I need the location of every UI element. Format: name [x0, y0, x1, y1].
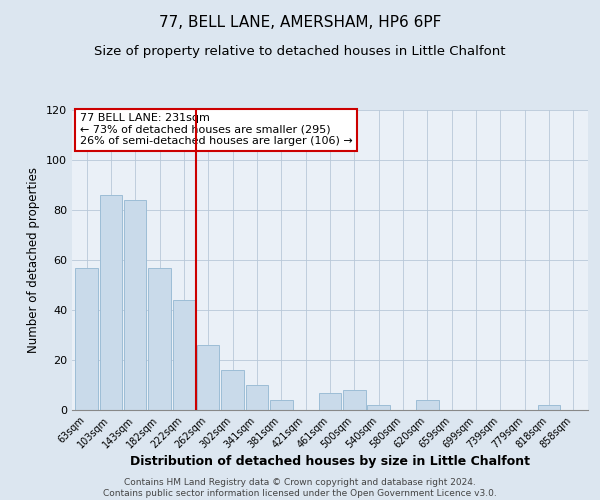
Bar	[246, 385, 268, 410]
Bar	[319, 392, 341, 410]
Bar	[197, 345, 220, 410]
Bar	[76, 268, 98, 410]
Text: 77 BELL LANE: 231sqm
← 73% of detached houses are smaller (295)
26% of semi-deta: 77 BELL LANE: 231sqm ← 73% of detached h…	[80, 113, 352, 146]
Bar	[173, 300, 195, 410]
Bar	[367, 405, 390, 410]
Y-axis label: Number of detached properties: Number of detached properties	[28, 167, 40, 353]
Bar	[124, 200, 146, 410]
Bar	[270, 400, 293, 410]
Text: 77, BELL LANE, AMERSHAM, HP6 6PF: 77, BELL LANE, AMERSHAM, HP6 6PF	[159, 15, 441, 30]
Bar	[100, 195, 122, 410]
Bar	[221, 370, 244, 410]
Text: Size of property relative to detached houses in Little Chalfont: Size of property relative to detached ho…	[94, 45, 506, 58]
Bar	[343, 390, 365, 410]
Bar	[148, 268, 171, 410]
Text: Contains HM Land Registry data © Crown copyright and database right 2024.
Contai: Contains HM Land Registry data © Crown c…	[103, 478, 497, 498]
Bar	[416, 400, 439, 410]
X-axis label: Distribution of detached houses by size in Little Chalfont: Distribution of detached houses by size …	[130, 456, 530, 468]
Bar	[538, 405, 560, 410]
